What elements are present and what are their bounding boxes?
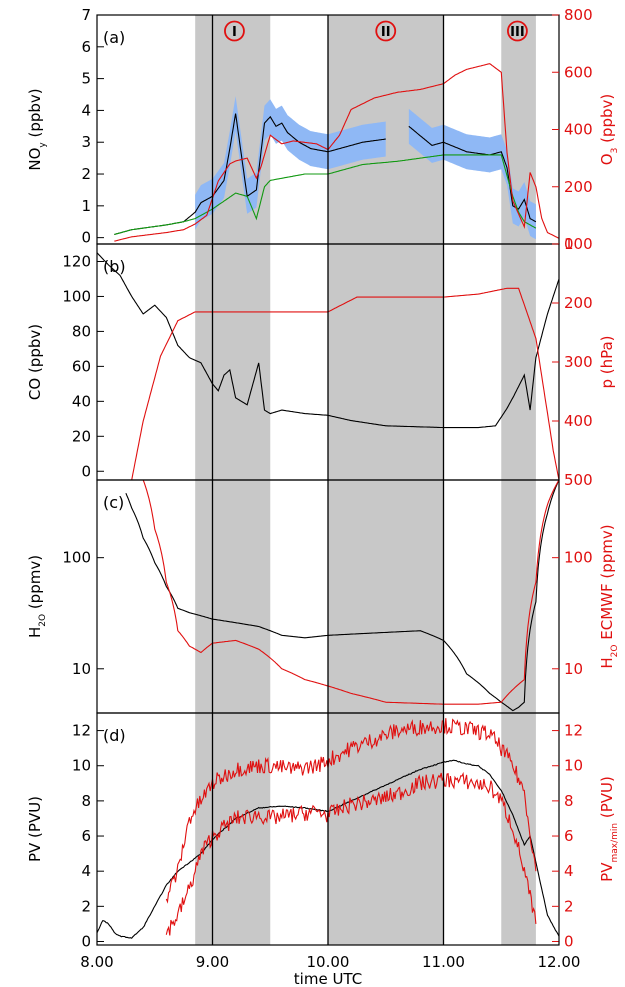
- left-tick-label: 20: [72, 427, 91, 445]
- right-tick-label: 400: [564, 412, 593, 430]
- phase-band-I: [195, 713, 271, 945]
- left-axis-title: CO (ppbv): [26, 324, 44, 400]
- series-layer: [96, 63, 560, 939]
- series-line-black: [408, 125, 537, 223]
- right-tick-label: 10: [564, 660, 583, 678]
- left-tick-label: 7: [81, 6, 91, 24]
- series-line-red: [131, 287, 560, 481]
- uncertainty-band: [408, 108, 536, 240]
- left-tick-label: 6: [81, 827, 91, 845]
- series-line-black: [125, 479, 560, 712]
- right-tick-label: 12: [564, 722, 583, 740]
- panel-label: (d): [103, 726, 126, 745]
- right-axis-title: H2O ECMWF (ppmv): [598, 524, 620, 668]
- x-tick-label: 11.00: [422, 953, 465, 971]
- phase-marker-circle: [375, 20, 397, 42]
- phase-band-II: [328, 480, 444, 713]
- x-tick-label: 9.00: [196, 953, 229, 971]
- phase-marker-label: II: [381, 25, 391, 40]
- right-axis-title: p (hPa): [598, 335, 616, 388]
- phase-band-I: [195, 480, 271, 713]
- left-tick-label: 5: [81, 70, 91, 88]
- right-tick-label: 4: [564, 862, 574, 880]
- phase-band-II: [328, 244, 444, 480]
- left-tick-label: 60: [72, 357, 91, 375]
- left-tick-label: 100: [62, 287, 91, 305]
- left-tick-label: 12: [72, 722, 91, 740]
- uncertainty-band: [195, 96, 386, 230]
- right-tick-label: 600: [564, 63, 593, 81]
- left-tick-label: 6: [81, 38, 91, 56]
- phase-shading: [195, 15, 536, 945]
- left-tick-label: 100: [62, 549, 91, 567]
- left-tick-label: 0: [81, 229, 91, 247]
- left-tick-label: 10: [72, 660, 91, 678]
- right-tick-label: 10: [564, 757, 583, 775]
- x-tick-label: 8.00: [80, 953, 113, 971]
- left-axis-title: H2O (ppmv): [26, 555, 48, 638]
- right-ylabel: PVmax/min (PVU): [598, 776, 620, 882]
- right-ylabel: H2O ECMWF (ppmv): [598, 524, 620, 668]
- left-tick-label: 3: [81, 133, 91, 151]
- left-ylabel: PV (PVU): [26, 796, 44, 862]
- left-tick-label: 10: [72, 757, 91, 775]
- series-line-red: [114, 63, 560, 242]
- phase-band-III: [501, 480, 536, 713]
- right-tick-label: 100: [564, 549, 593, 567]
- x-tick-label: 12.00: [538, 953, 581, 971]
- left-tick-label: 0: [81, 462, 91, 480]
- right-tick-label: 0: [564, 235, 574, 253]
- left-axis-title: NOy (ppbv): [26, 88, 48, 170]
- left-tick-label: 4: [81, 862, 91, 880]
- panel-label: (c): [103, 493, 124, 512]
- left-tick-label: 80: [72, 322, 91, 340]
- left-tick-label: 0: [81, 932, 91, 950]
- x-tick-label: 10.00: [307, 953, 350, 971]
- phase-marker-label: I: [232, 25, 237, 40]
- left-tick-label: 2: [81, 897, 91, 915]
- left-tick-label: 4: [81, 101, 91, 119]
- series-line-red: [165, 771, 537, 936]
- phase-band-II: [328, 713, 444, 945]
- x-axis-title: time UTC: [294, 970, 362, 987]
- right-ylabel: p (hPa): [598, 335, 616, 388]
- left-tick-label: 120: [62, 252, 91, 270]
- right-axis-title: PVmax/min (PVU): [598, 776, 620, 882]
- right-tick-label: 100: [564, 235, 593, 253]
- right-tick-label: 300: [564, 353, 593, 371]
- phase-band-I: [195, 244, 271, 480]
- phase-band-III: [501, 244, 536, 480]
- right-tick-label: 2: [564, 897, 574, 915]
- left-tick-label: 1: [81, 197, 91, 215]
- right-ylabel: O3 (ppbv): [598, 94, 620, 165]
- right-tick-label: 200: [564, 294, 593, 312]
- right-tick-label: 400: [564, 121, 593, 139]
- phase-marker-circle: [224, 20, 245, 42]
- left-ylabel: H2O (ppmv): [26, 555, 48, 638]
- right-tick-label: 200: [564, 178, 593, 196]
- left-ylabel: NOy (ppbv): [26, 88, 48, 170]
- right-tick-label: 500: [564, 471, 593, 489]
- right-tick-label: 8: [564, 792, 574, 810]
- phase-marker-circle: [507, 20, 528, 42]
- panel-label: (a): [103, 28, 125, 47]
- panel-label: (b): [103, 257, 126, 276]
- left-tick-label: 2: [81, 165, 91, 183]
- right-axis-title: O3 (ppbv): [598, 94, 620, 165]
- phase-marker-label: III: [510, 25, 525, 40]
- left-axis-title: PV (PVU): [26, 796, 44, 862]
- right-tick-label: 0: [564, 932, 574, 950]
- left-ylabel: CO (ppbv): [26, 324, 44, 400]
- left-tick-label: 8: [81, 792, 91, 810]
- series-line-red: [165, 718, 537, 904]
- panel-1: [114, 63, 560, 242]
- right-tick-label: 6: [564, 827, 574, 845]
- series-line-green: [114, 154, 537, 236]
- left-tick-label: 40: [72, 392, 91, 410]
- right-tick-label: 800: [564, 6, 593, 24]
